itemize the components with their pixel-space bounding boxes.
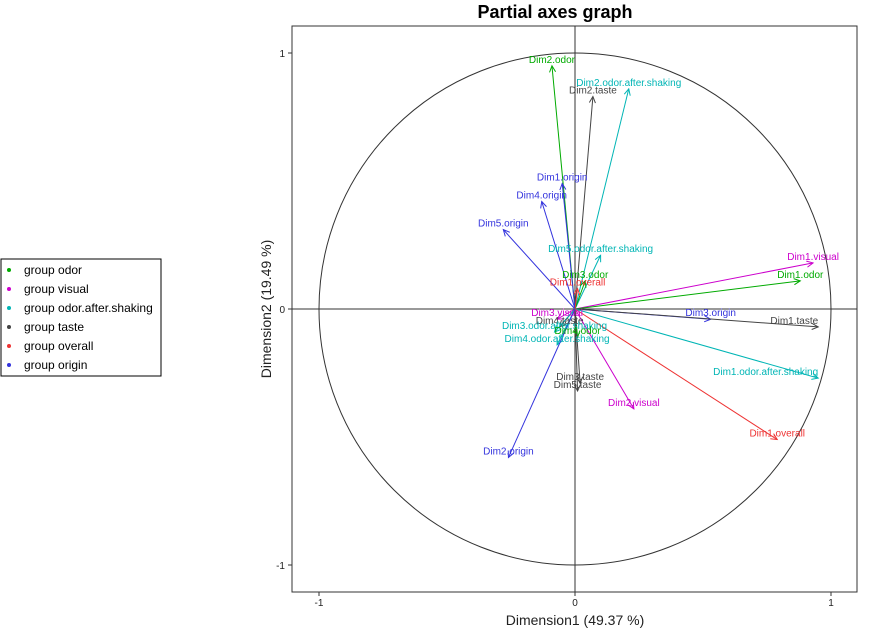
vector-arrow (574, 255, 602, 310)
y-tick-label: 0 (279, 305, 285, 316)
legend-marker (7, 363, 11, 367)
vector-label: Dim2.odor.after.shaking (576, 78, 681, 89)
legend: group odor group visual group odor.after.s… (0, 258, 162, 377)
arrow-head (559, 182, 567, 191)
arrow-head (502, 228, 510, 237)
vector-arrow (561, 183, 576, 310)
vector-arrow (541, 201, 576, 310)
arrow-head (811, 373, 820, 380)
y-tick-label: -1 (276, 561, 285, 572)
legend-entry: group taste (24, 320, 84, 334)
vector-label: Dim1.origin (537, 173, 588, 184)
legend-entry: group origin (24, 358, 87, 372)
arrow-head (556, 313, 565, 320)
arrows-layer (502, 64, 820, 459)
vector-arrow (574, 288, 579, 310)
vector-arrow (554, 308, 576, 333)
vector-arrow (574, 96, 594, 310)
vector-label: Dim5.odor.after.shaking (548, 244, 653, 255)
x-tick-label: 0 (572, 598, 578, 609)
vector-label: Dim1.overall (550, 278, 606, 289)
x-tick-label: -1 (315, 598, 324, 609)
vector-arrow (574, 88, 630, 310)
vector-label: Dim3.visual (531, 308, 583, 319)
arrow-head (576, 376, 584, 385)
arrow-head (573, 287, 581, 296)
vector-arrow (507, 308, 576, 458)
arrow-head (770, 433, 779, 441)
vector-label: Dim3.odor.after.shaking (502, 321, 607, 332)
arrow-head (579, 279, 587, 288)
legend-marker (7, 344, 11, 348)
vector-arrow (574, 308, 778, 440)
legend-entry: group odor (24, 263, 82, 277)
vector-arrow (574, 308, 635, 410)
vector-label: Dim1.overall (749, 429, 805, 440)
y-tick-label: 1 (279, 49, 285, 60)
vector-label: Dim4.taste (536, 316, 584, 327)
vector-arrow (574, 262, 814, 310)
arrow-head (540, 200, 547, 209)
arrow-head (811, 322, 820, 330)
arrow-head (573, 384, 581, 393)
legend-marker (7, 268, 11, 272)
x-axis-label: Dimension1 (49.37 %) (506, 612, 645, 628)
arrow-head (556, 337, 563, 346)
arrow-head (793, 278, 802, 286)
arrow-head (573, 330, 581, 339)
arrow-head (549, 64, 557, 73)
ticks-layer: -1 0 1 1 0 -1 (276, 49, 834, 609)
unit-circle (318, 52, 832, 566)
vector-arrow (574, 308, 819, 379)
vector-label: Dim2.origin (483, 446, 534, 457)
vector-arrow (556, 308, 576, 320)
vector-label: Dim1.taste (770, 316, 818, 327)
vector-label: Dim1.odor (777, 270, 824, 281)
vector-label: Dim2.taste (569, 86, 617, 97)
vector-label: Dim4.odor.after.shaking (505, 334, 610, 345)
legend-marker (7, 325, 11, 329)
arrow-head (806, 260, 815, 268)
vector-label: Dim1.odor.after.shaking (713, 367, 818, 378)
vector-label: Dim3.odor (562, 270, 609, 281)
legend-marker (7, 306, 11, 310)
vector-arrow (574, 308, 579, 391)
legend-entry: group visual (24, 282, 89, 296)
vector-label: Dim3.taste (556, 372, 604, 383)
vector-arrow (502, 229, 576, 310)
vector-label: Dim3.origin (685, 308, 736, 319)
legend-entry: group overall (24, 339, 93, 353)
vector-label: Dim1.visual (787, 252, 839, 263)
vector-label: Dim5.taste (554, 380, 602, 391)
labels-layer: Dim2.odor Dim2.odor.after.shakingDim2.tas… (478, 55, 839, 458)
legend-box (0, 258, 162, 377)
vector-arrow (574, 280, 801, 310)
legend-entry: group odor.after.shaking (24, 301, 153, 315)
vector-label: Dim2.odor (529, 55, 576, 66)
arrow-head (588, 95, 596, 104)
vector-label: Dim4.origin (516, 190, 567, 201)
arrow-head (623, 87, 631, 96)
vector-label: Dim2.visual (608, 398, 660, 409)
arrow-head (594, 254, 602, 263)
legend-marker (7, 287, 11, 291)
chart-title: Partial axes graph (477, 2, 632, 22)
vector-label: Dim4.odor (554, 326, 601, 337)
x-tick-label: 1 (828, 598, 834, 609)
vector-label: Dim5.origin (478, 219, 529, 230)
vector-arrow (574, 308, 819, 328)
arrow-head (627, 401, 635, 410)
arrow-head (553, 325, 562, 333)
arrow-head (507, 450, 515, 459)
y-axis-label: Dimension2 (19.49 %) (258, 240, 274, 379)
